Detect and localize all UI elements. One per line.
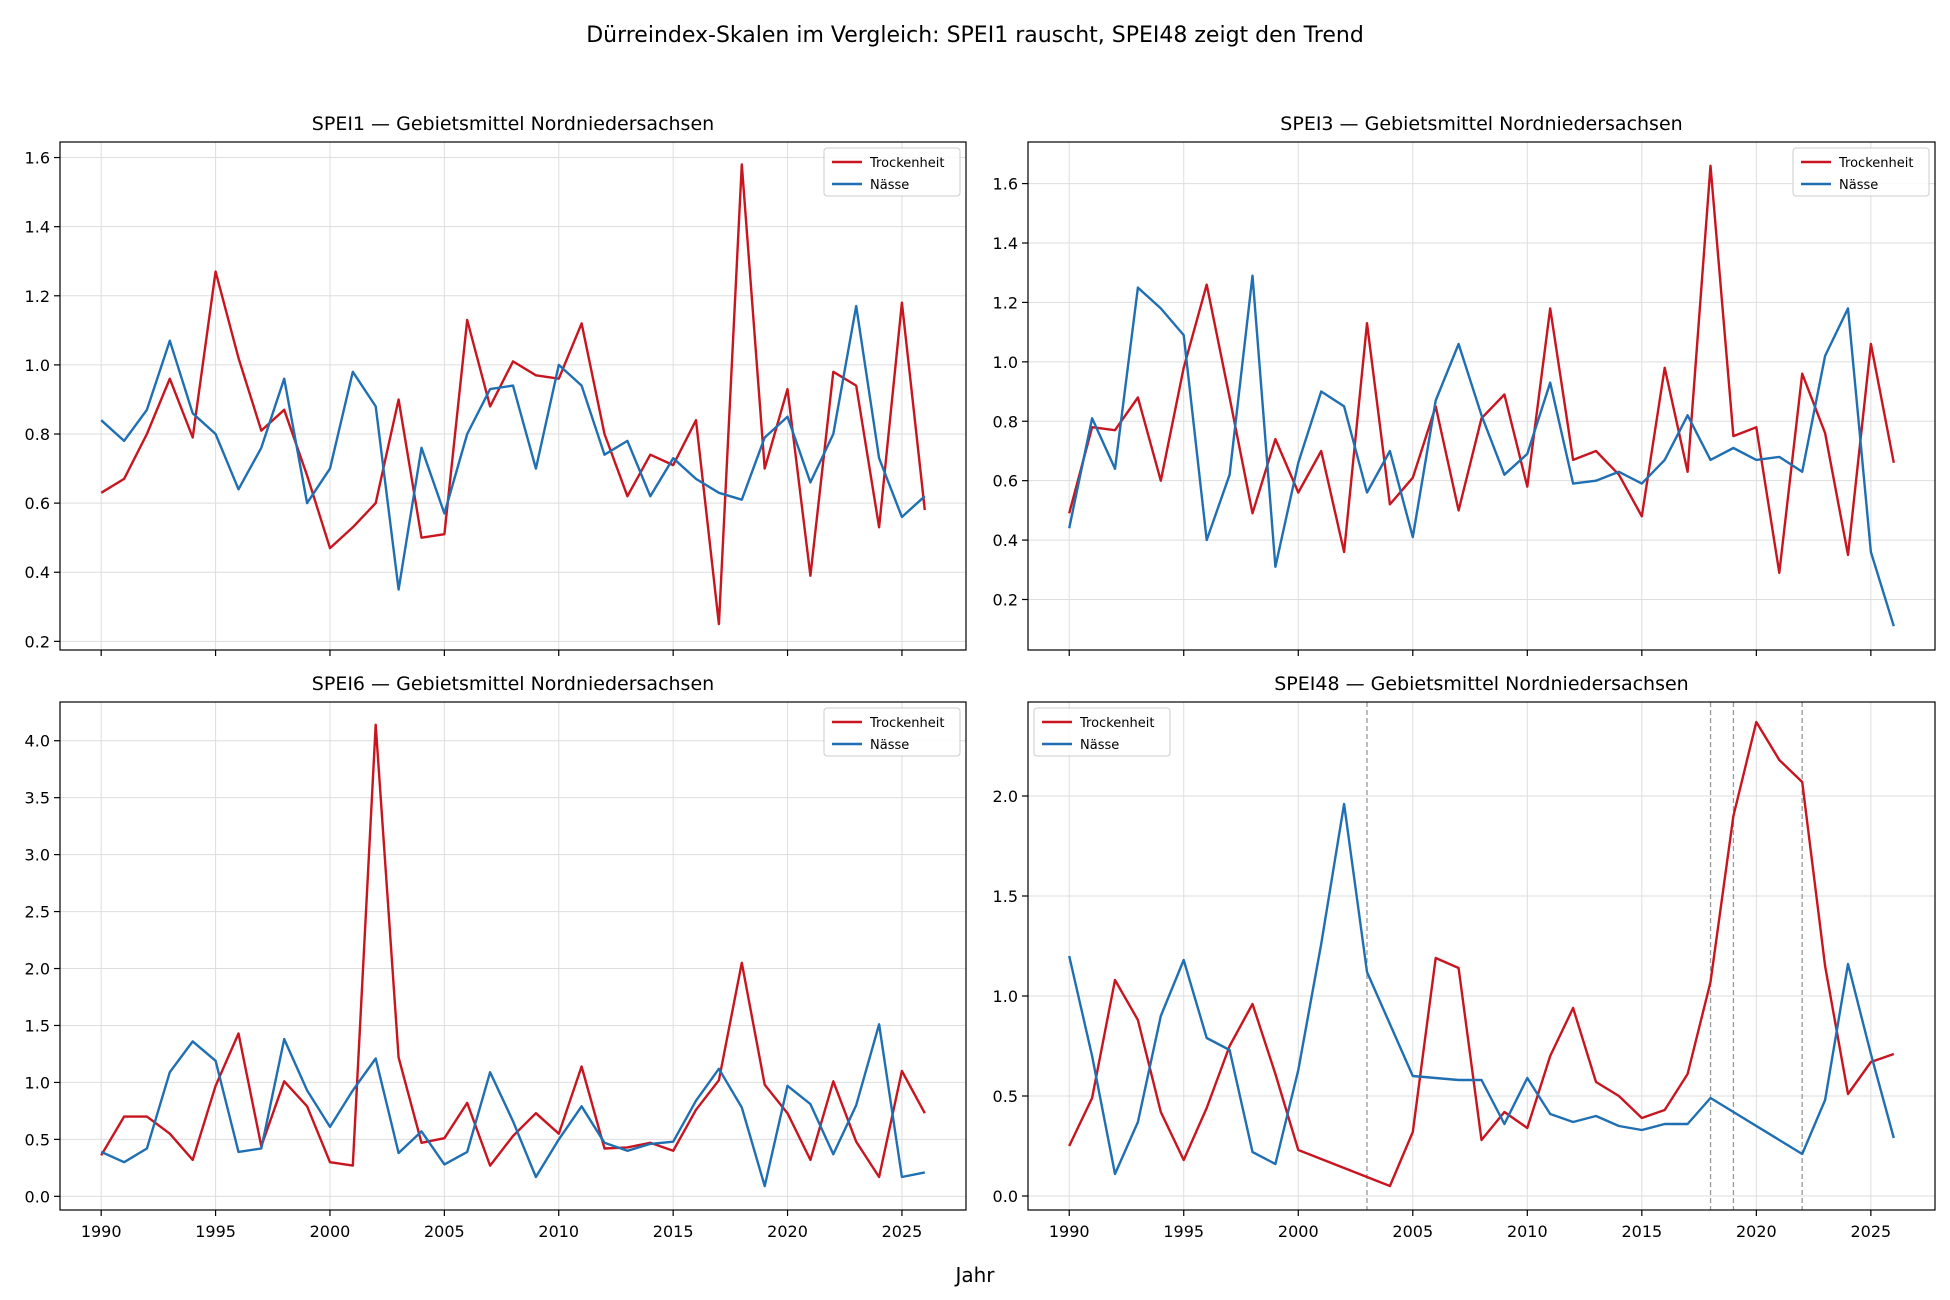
legend-label: Trockenheit (869, 716, 944, 731)
axes-frame (59, 141, 967, 651)
legend-label: Trockenheit (869, 156, 944, 171)
y-tick-label: 2.0 (25, 960, 50, 979)
y-tick-label: 1.5 (25, 1016, 50, 1035)
y-tick-label: 4.0 (25, 732, 50, 751)
y-tick-label: 0.4 (993, 531, 1018, 550)
series-line-trockenheit (100, 163, 926, 626)
y-tick-label: 1.6 (993, 175, 1018, 194)
x-tick-label: 2010 (1507, 1222, 1548, 1241)
panel-title: SPEI1 — Gebietsmittel Nordniedersachsen (312, 113, 714, 135)
y-tick-label: 0.6 (993, 472, 1018, 491)
y-tick-label: 0.0 (993, 1187, 1018, 1206)
axes-frame (1027, 701, 1936, 1211)
series-line-trockenheit (1068, 164, 1895, 574)
panel-spei6: 0.0 0.5 1.0 1.5 2.0 2.5 3.0 3.5 4.0 1990 1995 2000 2… (25, 673, 967, 1241)
series-line-naesse (1068, 802, 1895, 1176)
y-tick-label: 3.5 (25, 789, 50, 808)
y-tick-label: 1.0 (25, 356, 50, 375)
y-tick-label: 1.0 (993, 987, 1018, 1006)
x-tick-label: 2025 (882, 1222, 923, 1241)
x-tick-label: 1990 (1049, 1222, 1090, 1241)
x-tick-label: 1995 (195, 1222, 236, 1241)
legend-label: Nässe (1080, 738, 1119, 753)
x-tick-label: 2000 (310, 1222, 351, 1241)
x-tick-label: 1995 (1163, 1222, 1204, 1241)
y-tick-label: 1.4 (25, 218, 50, 237)
legend-label: Nässe (870, 738, 909, 753)
y-tick-label: 1.2 (25, 287, 50, 306)
y-tick-label: 0.5 (993, 1087, 1018, 1106)
legend-label: Nässe (870, 178, 909, 193)
y-tick-label: 1.6 (25, 149, 50, 168)
x-tick-label: 2005 (1392, 1222, 1433, 1241)
series-line-naesse (100, 304, 926, 591)
y-tick-label: 3.0 (25, 846, 50, 865)
y-tick-label: 0.2 (25, 632, 50, 651)
x-tick-label: 2020 (767, 1222, 808, 1241)
x-tick-label: 2005 (424, 1222, 465, 1241)
panel-spei1: 0.2 0.4 0.6 0.8 1.0 1.2 1.4 1.6 SPEI1 — Gebietsm… (25, 113, 967, 656)
y-tick-label: 0.8 (25, 425, 50, 444)
panel-title: SPEI48 — Gebietsmittel Nordniedersachsen (1274, 673, 1688, 695)
series-line-naesse (1068, 274, 1895, 627)
x-tick-label: 2000 (1278, 1222, 1319, 1241)
x-tick-label: 2015 (653, 1222, 694, 1241)
y-tick-label: 1.0 (25, 1073, 50, 1092)
y-tick-label: 0.0 (25, 1187, 50, 1206)
y-tick-label: 1.2 (993, 293, 1018, 312)
x-tick-label: 2020 (1736, 1222, 1777, 1241)
y-tick-label: 0.4 (25, 563, 50, 582)
series-line-trockenheit (1068, 720, 1895, 1188)
panel-title: SPEI3 — Gebietsmittel Nordniedersachsen (1280, 113, 1682, 135)
figure-xlabel: Jahr (953, 1263, 995, 1287)
y-tick-label: 0.6 (25, 494, 50, 513)
y-tick-label: 1.4 (993, 234, 1018, 253)
y-tick-label: 0.5 (25, 1130, 50, 1149)
axes-frame (1027, 141, 1936, 651)
y-tick-label: 1.5 (993, 887, 1018, 906)
x-tick-label: 1990 (81, 1222, 122, 1241)
axes-frame (59, 701, 967, 1211)
y-tick-label: 2.0 (993, 787, 1018, 806)
y-tick-label: 0.8 (993, 412, 1018, 431)
x-tick-label: 2025 (1851, 1222, 1892, 1241)
y-tick-label: 2.5 (25, 903, 50, 922)
series-line-naesse (100, 1023, 926, 1188)
y-tick-label: 1.0 (993, 353, 1018, 372)
y-tick-label: 0.2 (993, 590, 1018, 609)
legend-label: Nässe (1839, 178, 1878, 193)
panel-spei3: 0.2 0.4 0.6 0.8 1.0 1.2 1.4 1.6 SPEI3 — Gebietsm… (993, 113, 1936, 656)
panel-spei48: 0.0 0.5 1.0 1.5 2.0 1990 1995 2000 2005 2010 2015 2… (993, 673, 1936, 1241)
x-tick-label: 2015 (1621, 1222, 1662, 1241)
legend-label: Trockenheit (1838, 156, 1913, 171)
x-tick-label: 2010 (538, 1222, 579, 1241)
series-line-trockenheit (100, 723, 926, 1179)
legend-label: Trockenheit (1079, 716, 1154, 731)
panel-title: SPEI6 — Gebietsmittel Nordniedersachsen (312, 673, 714, 695)
figure-suptitle: Dürreindex-Skalen im Vergleich: SPEI1 ra… (586, 23, 1364, 48)
